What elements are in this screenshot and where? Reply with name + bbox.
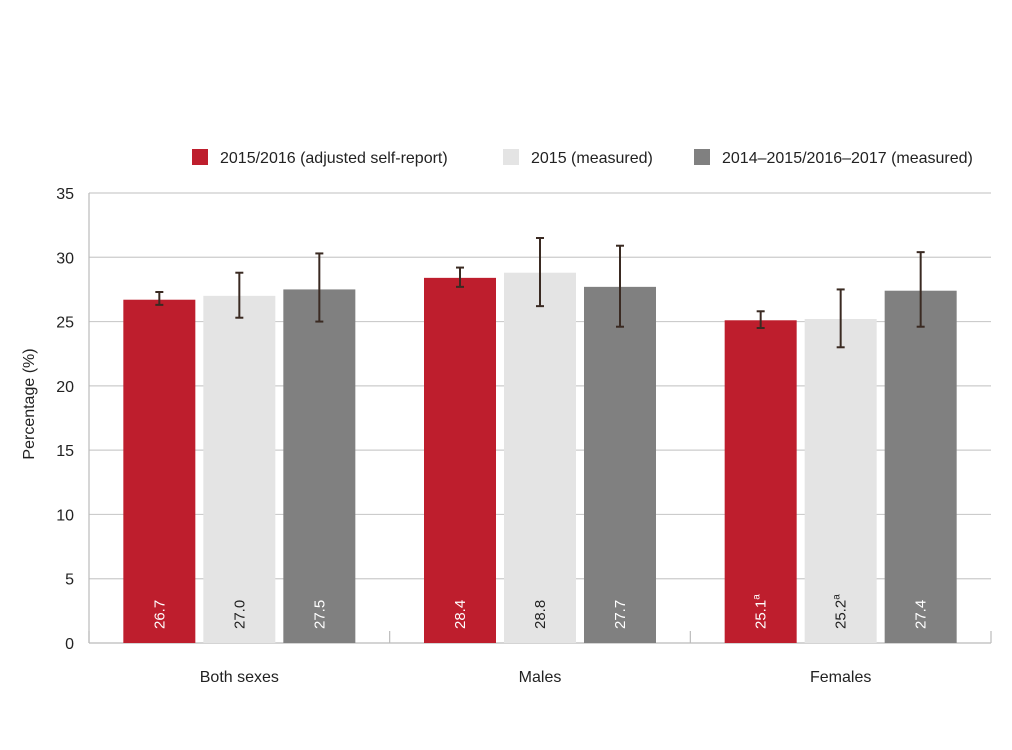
bar bbox=[123, 299, 196, 643]
bar bbox=[884, 290, 957, 643]
bar bbox=[424, 277, 496, 643]
bar bbox=[804, 319, 877, 643]
legend-label: 2014–2015/2016–2017 (measured) bbox=[722, 150, 973, 167]
data-label-superscript: a bbox=[752, 594, 763, 600]
legend-swatch bbox=[503, 149, 519, 165]
data-label: 28.8 bbox=[532, 600, 549, 629]
legend-label: 2015/2016 (adjusted self-report) bbox=[220, 150, 448, 167]
x-category-label: Males bbox=[519, 669, 562, 686]
data-label: 25.1a bbox=[752, 594, 770, 629]
bar bbox=[504, 272, 576, 643]
y-tick-label: 35 bbox=[56, 186, 74, 203]
data-label: 26.7 bbox=[151, 600, 168, 629]
data-label-superscript: a bbox=[832, 594, 843, 600]
bar bbox=[584, 286, 656, 643]
legend: 2015/2016 (adjusted self-report) 2015 (me… bbox=[192, 149, 973, 167]
y-tick-label: 30 bbox=[56, 250, 74, 267]
x-category-label: Females bbox=[810, 669, 871, 686]
data-label: 27.0 bbox=[231, 600, 248, 629]
bar bbox=[724, 320, 797, 643]
y-tick-label: 10 bbox=[56, 507, 74, 524]
data-label: 27.4 bbox=[913, 600, 930, 629]
data-label: 25.2a bbox=[832, 594, 850, 629]
bar bbox=[203, 295, 276, 643]
data-label: 27.7 bbox=[612, 600, 629, 629]
x-category-label: Both sexes bbox=[200, 669, 279, 686]
error-bars bbox=[155, 237, 925, 349]
axes: 0 5 10 15 20 25 30 35 Both sexes Males Females bbox=[56, 186, 992, 686]
y-tick-label: 15 bbox=[56, 443, 74, 460]
legend-label: 2015 (measured) bbox=[531, 150, 653, 167]
legend-swatch bbox=[694, 149, 710, 165]
data-label: 27.5 bbox=[311, 600, 328, 629]
bar bbox=[283, 289, 356, 643]
y-axis-title: Percentage (%) bbox=[21, 348, 38, 459]
y-tick-label: 25 bbox=[56, 315, 74, 332]
y-tick-label: 0 bbox=[65, 636, 74, 653]
y-tick-label: 20 bbox=[56, 379, 74, 396]
legend-swatch bbox=[192, 149, 208, 165]
data-labels: 26.7 27.0 27.5 28.4 28.8 27.7 25.1a 25.2a 27.4 bbox=[151, 594, 929, 629]
bars bbox=[123, 272, 957, 643]
y-tick-label: 5 bbox=[65, 572, 74, 589]
data-label: 28.4 bbox=[452, 600, 469, 629]
